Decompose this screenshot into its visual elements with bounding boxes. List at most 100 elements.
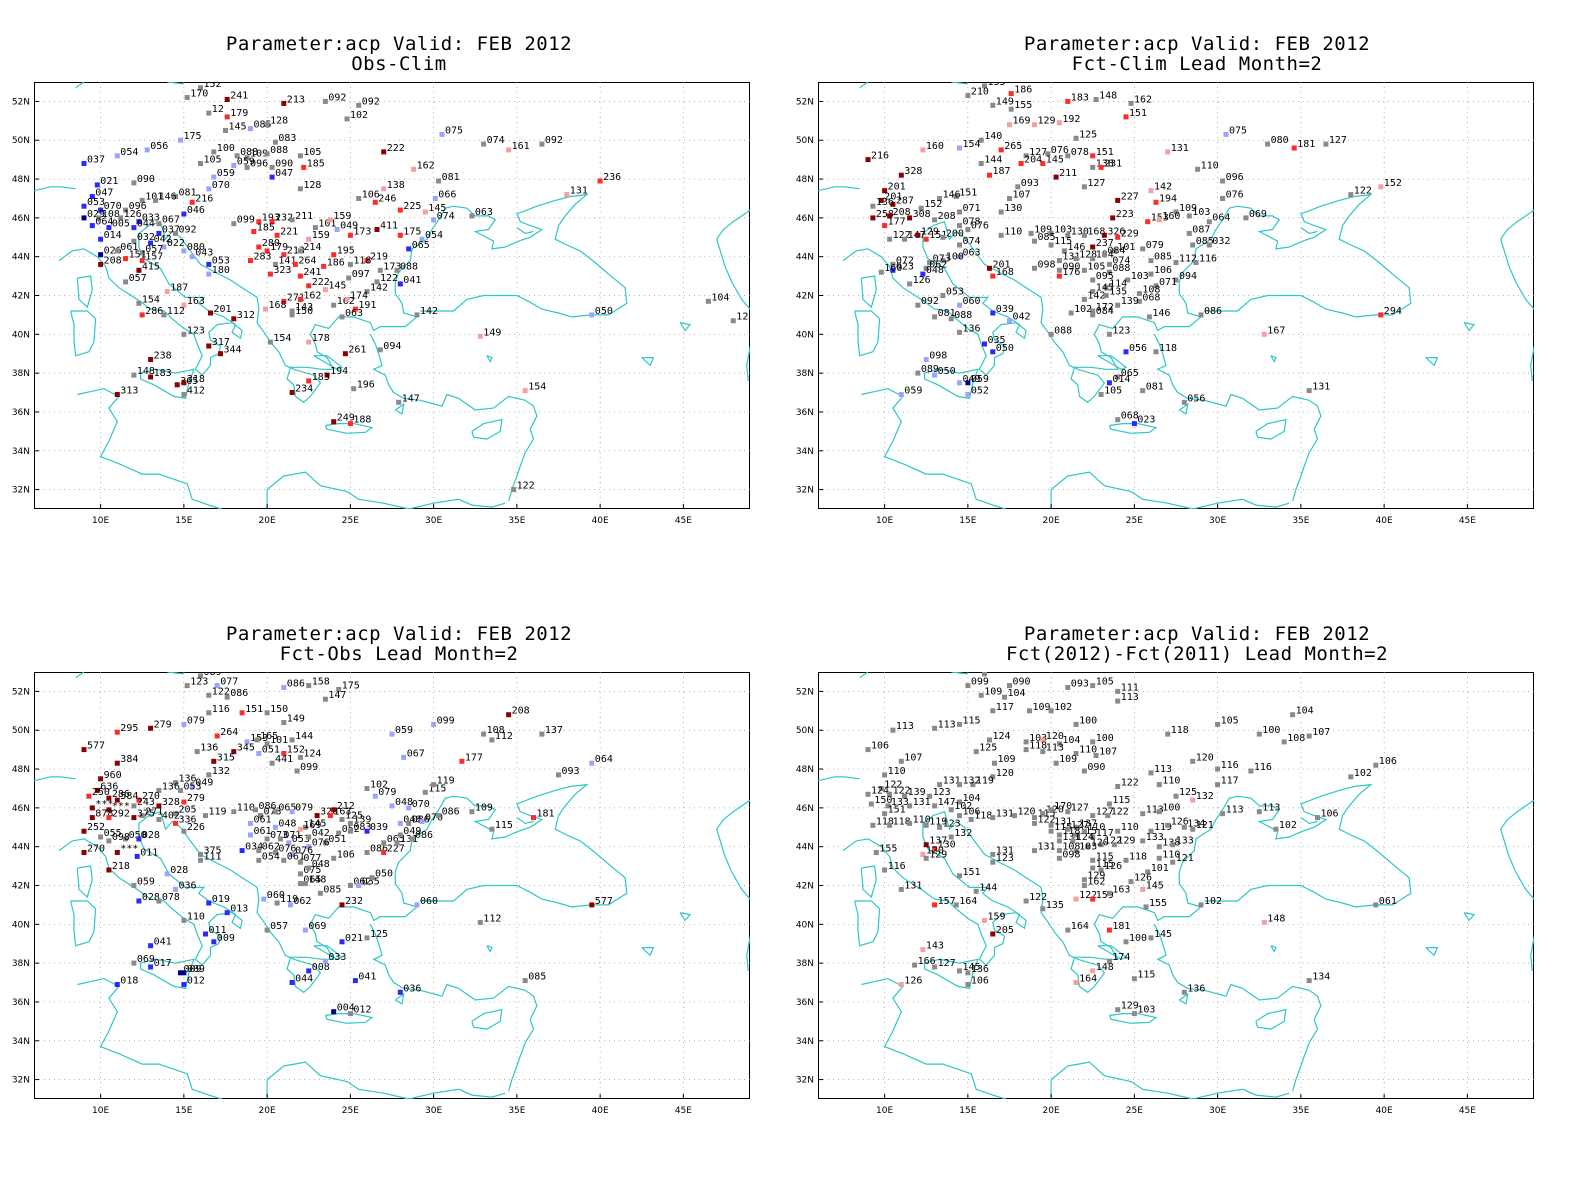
station-marker <box>331 302 337 308</box>
station-marker <box>1110 215 1116 221</box>
station-marker <box>1103 293 1109 298</box>
station-value-label: 365 <box>180 376 198 387</box>
station-value-label: 225 <box>403 201 421 212</box>
station-value-label: 120 <box>1091 838 1109 849</box>
station-marker <box>1090 308 1096 314</box>
station-marker <box>953 902 959 908</box>
station-marker <box>1073 848 1079 854</box>
station-marker <box>281 720 287 725</box>
station-marker <box>882 811 888 817</box>
station-marker <box>436 813 442 819</box>
station-value-label: 056 <box>1129 343 1147 354</box>
station-value-label: 264 <box>220 727 238 738</box>
station-value-label: 226 <box>187 822 205 833</box>
station-value-label: 090 <box>1013 677 1031 688</box>
station-value-label: 110 <box>913 814 931 825</box>
station-marker <box>489 737 495 743</box>
coastline <box>1300 227 1318 235</box>
station-value-label: 103 <box>1079 842 1097 853</box>
y-tick-label: 52N <box>12 97 30 107</box>
station-marker <box>469 809 475 815</box>
coastline <box>516 227 534 235</box>
x-tick-label: 15E <box>175 1106 192 1116</box>
station-value-label: 140 <box>984 131 1002 142</box>
station-value-label: 100 <box>217 143 235 154</box>
station-marker <box>1115 374 1121 380</box>
station-marker <box>1056 838 1062 844</box>
station-value-label: 175 <box>403 226 421 237</box>
station-value-label: 129 <box>921 226 939 237</box>
station-value-label: 090 <box>275 158 293 169</box>
coastline <box>679 322 692 332</box>
station-value-label: 073 <box>270 830 288 841</box>
station-value-label: 101 <box>1151 863 1169 874</box>
x-tick-label: 25E <box>342 516 359 526</box>
station-marker <box>342 351 348 357</box>
station-value-label: 145 <box>1046 155 1064 166</box>
station-marker <box>1148 828 1154 834</box>
x-tick-label: 30E <box>425 1106 442 1116</box>
station-marker <box>189 784 195 789</box>
station-marker <box>1125 277 1131 283</box>
station-marker <box>1148 271 1154 277</box>
y-tick-label: 40N <box>796 920 814 930</box>
station-marker <box>389 803 395 809</box>
station-value-label: 194 <box>330 366 348 377</box>
station-marker <box>381 186 387 192</box>
station-marker <box>870 203 876 209</box>
station-marker <box>173 811 178 817</box>
panel-title-line2: Obs-Clim <box>351 53 447 75</box>
station-marker <box>887 791 893 797</box>
station-value-label: 117 <box>1221 776 1239 787</box>
station-value-label: 326 <box>1107 226 1125 237</box>
coastline <box>861 978 1290 1099</box>
station-value-label: 128 <box>1079 250 1097 261</box>
station-marker <box>907 820 913 826</box>
station-value-label: 061 <box>287 851 305 862</box>
station-marker <box>1090 289 1096 295</box>
station-marker <box>289 737 295 743</box>
y-tick-label: 42N <box>796 882 814 892</box>
station-marker <box>339 939 345 945</box>
station-marker <box>89 194 95 199</box>
station-value-label: 577 <box>87 741 105 752</box>
station-value-label: 223 <box>1116 209 1134 220</box>
station-marker <box>139 312 145 318</box>
station-value-label: 104 <box>1296 706 1314 717</box>
station-marker <box>396 399 402 405</box>
station-value-label: 105 <box>303 147 321 158</box>
coastline <box>818 186 860 192</box>
station-value-label: 161 <box>512 141 530 152</box>
station-value-label: 110 <box>1162 776 1180 787</box>
station-value-label: 144 <box>984 155 1002 166</box>
station-marker <box>369 875 375 881</box>
station-marker <box>289 809 295 815</box>
station-marker <box>277 836 283 842</box>
station-value-label: 320 <box>320 807 338 818</box>
station-marker <box>1081 232 1087 238</box>
station-marker <box>1136 291 1142 297</box>
station-marker <box>1261 919 1267 925</box>
station-marker <box>272 850 278 855</box>
station-value-label: 104 <box>1008 688 1026 699</box>
station-value-label: 061 <box>254 826 272 837</box>
station-value-label: 110 <box>888 766 906 777</box>
station-marker <box>1040 161 1046 166</box>
station-marker <box>1090 153 1096 159</box>
station-value-label: 287 <box>896 195 914 206</box>
station-marker <box>920 947 926 952</box>
station-marker <box>272 824 278 830</box>
station-value-label: 068 <box>1142 292 1160 303</box>
station-value-label: 115 <box>963 715 981 726</box>
station-value-label: 033 <box>328 952 346 963</box>
station-value-label: 208 <box>938 211 956 222</box>
station-value-label: 062 <box>929 259 947 270</box>
station-value-label: 073 <box>264 807 282 818</box>
station-marker <box>1106 927 1112 933</box>
station-value-label: 059 <box>395 725 413 736</box>
y-tick-label: 48N <box>12 765 30 775</box>
station-value-label: 375 <box>137 809 155 820</box>
station-marker <box>1148 258 1154 264</box>
station-value-label: 112 <box>1179 254 1197 265</box>
coastline <box>1300 817 1318 825</box>
